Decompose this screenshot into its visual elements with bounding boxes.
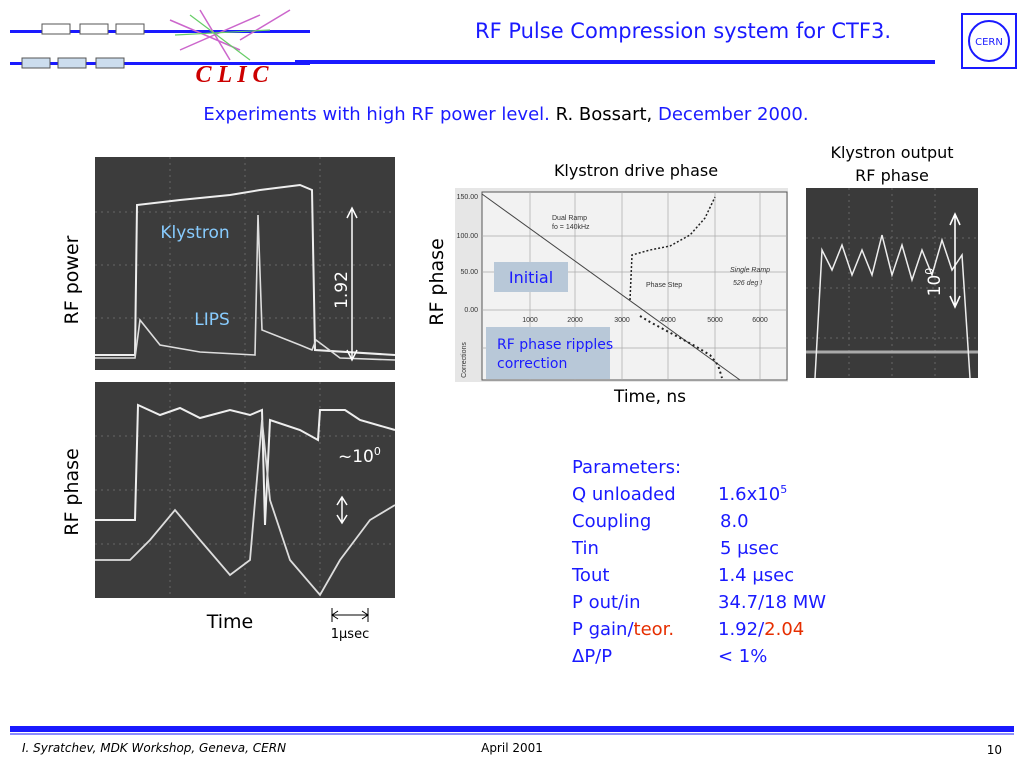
- param-name: Q unloaded: [572, 484, 676, 505]
- scan-tick-labels: 150.00 100.00 50.00 0.00 1000 2000 3000 …: [457, 194, 771, 378]
- note: Phase Step: [646, 282, 682, 289]
- param-value: 1.92/2.04: [718, 619, 804, 640]
- note: Corrections: [461, 342, 468, 378]
- param-value-note: 2.04: [764, 619, 804, 640]
- y-axis-label: RF phase: [426, 238, 448, 326]
- param-value: < 1%: [718, 646, 767, 667]
- amplitude-value: 10: [925, 275, 945, 297]
- chart-title: Klystron output: [830, 143, 953, 162]
- label-box: [486, 327, 610, 379]
- param-value-base: 1.92/: [718, 619, 765, 640]
- footer-center: April 2001: [481, 741, 543, 755]
- scope-image-bottom: [95, 382, 396, 598]
- tick-label: 3000: [614, 317, 630, 324]
- param-name: ΔP/P: [572, 646, 612, 667]
- amplitude-label: ~100: [338, 445, 381, 467]
- annotation: correction: [497, 356, 567, 372]
- tick-label: 1000: [522, 317, 538, 324]
- param-value: 5 μsec: [720, 538, 779, 559]
- tick-label: 5000: [707, 317, 723, 324]
- slide-title: RF Pulse Compression system for CTF3.: [475, 19, 891, 43]
- param-name-base: P gain/: [572, 619, 634, 640]
- subtitle-topic: Experiments with high RF power level.: [203, 104, 549, 125]
- amplitude-value: ~10: [338, 447, 374, 467]
- scale-arrow: [331, 608, 369, 622]
- trace-label: Klystron: [160, 223, 229, 243]
- param-name: Tout: [571, 565, 609, 586]
- param-value: 8.0: [720, 511, 749, 532]
- trace-label: LIPS: [194, 310, 230, 330]
- param-value: 1.6x105: [718, 483, 787, 505]
- ratio-label: 1.92: [332, 271, 352, 309]
- param-name: P gain/teor.: [572, 619, 674, 640]
- parameters: Parameters: Q unloaded 1.6x105 Coupling …: [571, 457, 826, 667]
- annotation: Initial: [509, 268, 553, 287]
- note: 526 deg !: [733, 280, 762, 287]
- param-name: Coupling: [572, 511, 651, 532]
- chart-title: Klystron drive phase: [554, 161, 718, 180]
- tick-label: 0.00: [464, 307, 478, 314]
- chart-title: RF phase: [855, 166, 929, 185]
- logo: C L I C: [195, 62, 269, 88]
- cern-logo: [961, 13, 1017, 69]
- superscript: 5: [780, 483, 787, 496]
- note: Dual Ramp: [552, 215, 587, 222]
- y-axis-label: RF phase: [61, 448, 83, 536]
- param-value: 1.4 μsec: [718, 565, 794, 586]
- note: Single Ramp: [730, 267, 770, 274]
- param-value-base: 1.6x10: [718, 484, 780, 505]
- note: fo = 140kHz: [552, 224, 590, 231]
- page-number: 10: [987, 743, 1002, 757]
- tick-label: 6000: [752, 317, 768, 324]
- scope-image-right: [806, 188, 978, 379]
- param-value: 34.7/18 MW: [718, 592, 826, 613]
- footer-left: I. Syratchev, MDK Workshop, Geneva, CERN: [22, 741, 286, 755]
- param-name-note: teor.: [634, 619, 675, 640]
- tick-label: 2000: [567, 317, 583, 324]
- parameters-heading: Parameters:: [572, 457, 681, 478]
- scale-value: 1: [331, 627, 339, 642]
- x-axis-label: Time: [206, 611, 254, 633]
- amplitude-label: 100: [923, 268, 945, 297]
- param-name: P out/in: [572, 592, 641, 613]
- scope-image-top: [95, 157, 396, 370]
- label-box: [494, 262, 568, 292]
- subtitle: Experiments with high RF power level. R.…: [203, 104, 808, 125]
- cern-logo-ring: [968, 20, 1010, 62]
- tick-label: 100.00: [457, 233, 479, 240]
- header-graphic: [10, 9, 935, 69]
- subtitle-date: December 2000.: [658, 104, 809, 125]
- footer-bar: [10, 726, 1014, 732]
- tick-label: 50.00: [460, 269, 478, 276]
- scale-label: 1μsec: [331, 627, 369, 642]
- superscript: 0: [923, 268, 936, 275]
- subtitle-author: R. Bossart,: [556, 104, 653, 125]
- y-axis-label: RF power: [61, 235, 83, 324]
- scale-unit: μsec: [339, 627, 369, 642]
- tick-label: 4000: [660, 317, 676, 324]
- superscript: 0: [374, 445, 381, 458]
- tick-label: 150.00: [457, 194, 479, 201]
- param-name: Tin: [571, 538, 599, 559]
- annotation: RF phase ripples: [497, 337, 613, 353]
- x-axis-label: Time, ns: [613, 387, 686, 407]
- cern-logo-text: CERN: [975, 37, 1003, 48]
